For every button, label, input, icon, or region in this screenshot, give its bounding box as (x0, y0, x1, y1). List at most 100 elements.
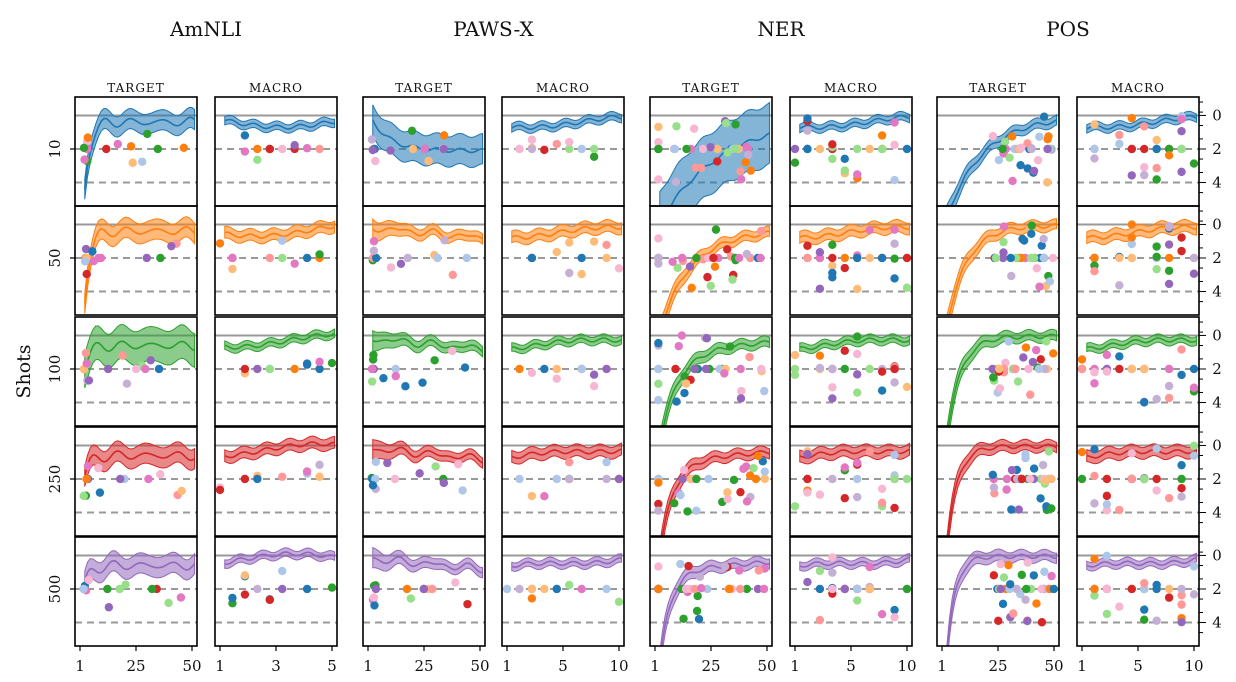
mean-line (946, 553, 1057, 646)
panel-500-ner-target: 1 25 50 (649, 536, 777, 675)
data-point (1049, 349, 1058, 358)
data-point (828, 383, 837, 392)
data-point (228, 264, 237, 274)
data-point (1115, 281, 1124, 290)
data-point (996, 584, 1005, 594)
panel-label-target: TARGET (395, 81, 452, 95)
data-point (368, 481, 378, 490)
panel-250-ner-macro (789, 426, 913, 537)
data-point (744, 150, 753, 159)
data-point (709, 253, 718, 263)
data-point (728, 275, 737, 284)
right-tick-label: 4 (1212, 504, 1222, 522)
mean-line (511, 114, 622, 131)
panel-50-ner-macro (789, 205, 913, 316)
data-point (1043, 144, 1052, 154)
panel-label-target: TARGET (969, 81, 1026, 95)
data-point (815, 253, 825, 263)
data-point (692, 506, 701, 515)
panel-10-paws-x-target: TARGET (362, 81, 486, 207)
data-point (853, 170, 862, 179)
mean-line (661, 450, 770, 536)
data-point (143, 129, 152, 139)
data-point (713, 144, 722, 154)
data-point (1152, 474, 1161, 484)
data-point (1102, 584, 1112, 594)
data-point (265, 364, 274, 374)
data-point (694, 614, 704, 624)
data-point (687, 283, 696, 293)
data-point (989, 373, 998, 382)
data-point (890, 274, 899, 283)
data-point (720, 562, 730, 571)
data-point (1027, 229, 1036, 239)
data-point (1006, 253, 1015, 263)
data-point (803, 488, 812, 497)
panel-frame (649, 426, 773, 537)
data-point (146, 356, 155, 365)
data-point (840, 364, 849, 374)
x-tick-label: 1 (650, 657, 660, 675)
data-point (1022, 584, 1031, 594)
data-point (853, 388, 862, 397)
data-point (1102, 350, 1112, 360)
data-point (589, 370, 599, 379)
confidence-band (660, 555, 771, 646)
data-point (1140, 474, 1149, 484)
x-tick-label: 25 (126, 657, 145, 675)
data-point (369, 237, 379, 246)
x-tick-label: 50 (470, 657, 489, 675)
data-point (695, 572, 705, 582)
data-point (156, 470, 165, 479)
data-point (104, 603, 114, 612)
data-point (577, 364, 586, 374)
data-point (670, 144, 680, 154)
x-tick-label: 10 (1184, 657, 1203, 675)
panel-frame (214, 426, 338, 537)
data-point (790, 370, 800, 380)
data-point (1127, 144, 1136, 154)
data-point (1090, 120, 1099, 129)
data-point (368, 355, 378, 364)
data-point (1189, 441, 1199, 451)
data-point (1140, 364, 1149, 374)
data-point (815, 490, 825, 499)
data-point (1127, 113, 1136, 123)
data-point (1018, 234, 1027, 244)
data-point (1023, 139, 1032, 148)
data-point (368, 145, 377, 155)
data-point (460, 363, 470, 372)
data-point (790, 158, 800, 167)
data-point (240, 147, 250, 156)
data-point (731, 120, 740, 129)
data-point (315, 364, 324, 374)
data-point (81, 244, 91, 254)
data-point (853, 349, 862, 359)
data-point (725, 342, 735, 351)
data-point (673, 263, 682, 272)
data-point (386, 146, 395, 155)
panel-frame (936, 426, 1060, 537)
data-point (815, 248, 825, 257)
data-point (803, 449, 812, 459)
data-point (154, 364, 164, 374)
data-point (679, 465, 689, 475)
data-point (1177, 492, 1186, 501)
right-tick-label: 2 (1212, 249, 1222, 267)
data-point (502, 584, 512, 594)
data-point (698, 144, 708, 154)
data-point (654, 395, 663, 405)
panel-frame (214, 205, 338, 316)
shot-tick-label-100: 100 (46, 355, 64, 384)
mean-line (948, 222, 1057, 315)
panel-500-paws-x-target: 1 25 50 (362, 536, 490, 675)
data-point (1177, 144, 1186, 154)
mean-line (83, 560, 196, 582)
right-tick-label: 2 (1212, 580, 1222, 598)
x-tick-label: 50 (757, 657, 776, 675)
data-point (988, 470, 998, 479)
panel-250-ner-target (649, 426, 773, 537)
data-point (1032, 599, 1041, 608)
data-point (383, 458, 392, 468)
data-point (685, 262, 695, 271)
